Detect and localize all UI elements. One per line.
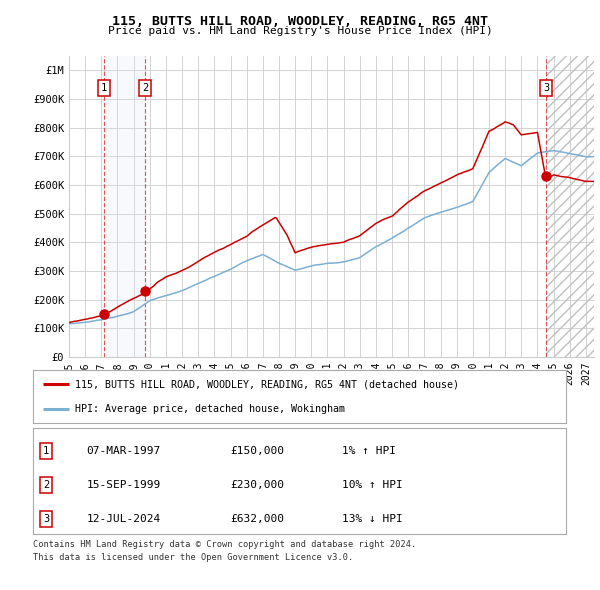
Text: £230,000: £230,000 <box>230 480 284 490</box>
Text: 3: 3 <box>43 514 49 524</box>
Text: This data is licensed under the Open Government Licence v3.0.: This data is licensed under the Open Gov… <box>33 553 353 562</box>
Text: HPI: Average price, detached house, Wokingham: HPI: Average price, detached house, Woki… <box>74 404 344 414</box>
Text: 115, BUTTS HILL ROAD, WOODLEY, READING, RG5 4NT: 115, BUTTS HILL ROAD, WOODLEY, READING, … <box>112 15 488 28</box>
Text: Price paid vs. HM Land Registry's House Price Index (HPI): Price paid vs. HM Land Registry's House … <box>107 26 493 36</box>
Bar <box>104 56 145 357</box>
Bar <box>546 56 594 357</box>
Text: Contains HM Land Registry data © Crown copyright and database right 2024.: Contains HM Land Registry data © Crown c… <box>33 540 416 549</box>
Text: 1: 1 <box>101 83 107 93</box>
Text: £632,000: £632,000 <box>230 514 284 524</box>
Text: 115, BUTTS HILL ROAD, WOODLEY, READING, RG5 4NT (detached house): 115, BUTTS HILL ROAD, WOODLEY, READING, … <box>74 379 458 389</box>
Text: 1% ↑ HPI: 1% ↑ HPI <box>342 446 396 456</box>
Text: 07-MAR-1997: 07-MAR-1997 <box>86 446 161 456</box>
Text: 15-SEP-1999: 15-SEP-1999 <box>86 480 161 490</box>
Text: 3: 3 <box>543 83 549 93</box>
Text: 13% ↓ HPI: 13% ↓ HPI <box>342 514 403 524</box>
Text: 1: 1 <box>43 446 49 456</box>
Text: 10% ↑ HPI: 10% ↑ HPI <box>342 480 403 490</box>
Text: £150,000: £150,000 <box>230 446 284 456</box>
Text: 2: 2 <box>43 480 49 490</box>
Text: 2: 2 <box>142 83 148 93</box>
Text: 12-JUL-2024: 12-JUL-2024 <box>86 514 161 524</box>
